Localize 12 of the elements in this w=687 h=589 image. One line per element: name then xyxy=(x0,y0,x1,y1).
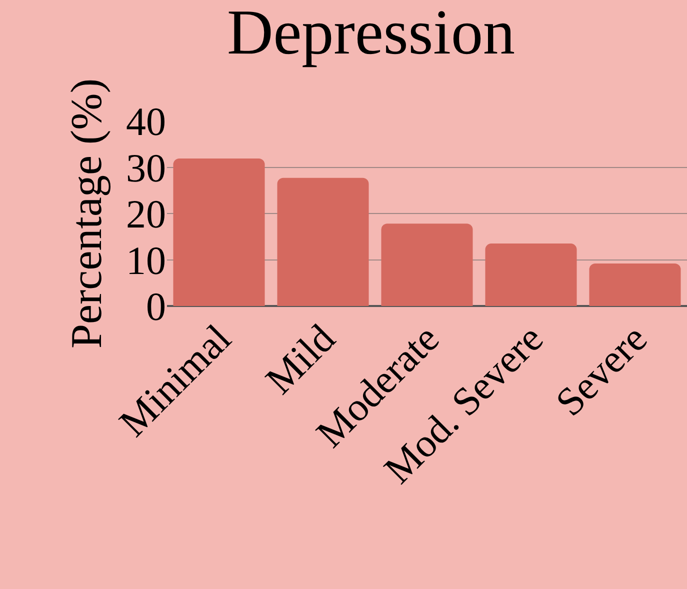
bar xyxy=(485,244,577,306)
y-tick-label: 30 xyxy=(126,145,166,190)
bar xyxy=(277,178,369,306)
y-axis-title: Percentage (%) xyxy=(62,78,112,348)
chart-title: Depression xyxy=(227,0,515,68)
bar xyxy=(173,158,265,306)
bar xyxy=(589,263,681,306)
y-tick-label: 20 xyxy=(126,192,166,236)
y-tick-label: 40 xyxy=(126,99,166,144)
y-tick-label: 0 xyxy=(146,284,166,329)
y-tick-label: 10 xyxy=(126,238,166,283)
bar xyxy=(381,224,473,306)
